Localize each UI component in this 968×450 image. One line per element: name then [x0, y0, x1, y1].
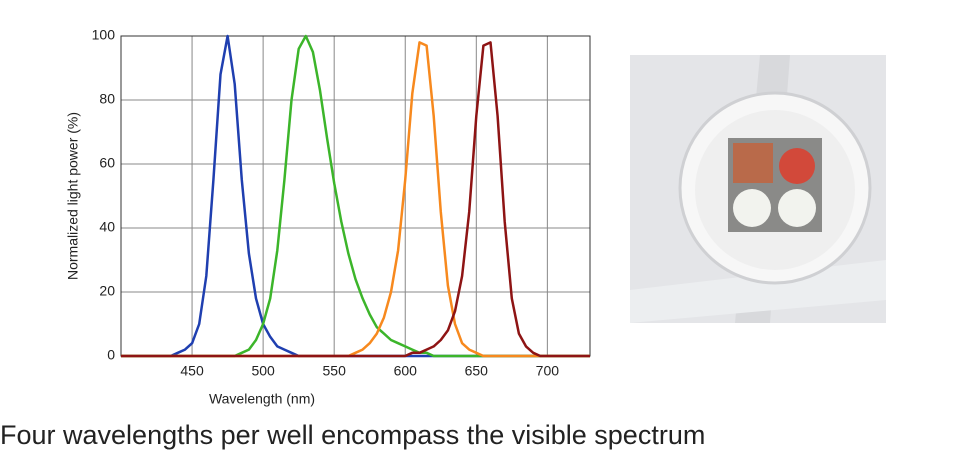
y-tick-label: 100 [92, 27, 116, 43]
led-chip [733, 189, 771, 227]
x-tick-label: 450 [180, 363, 204, 379]
x-tick-label: 600 [394, 363, 418, 379]
x-tick-label: 500 [251, 363, 275, 379]
led-photo [630, 55, 886, 323]
y-tick-label: 0 [107, 347, 115, 363]
led-chip [779, 148, 815, 184]
caption: Four wavelengths per well encompass the … [0, 420, 705, 450]
led-chip [778, 189, 816, 227]
photo-seam [630, 260, 886, 323]
x-tick-label: 550 [323, 363, 347, 379]
series-line [121, 34, 590, 358]
led-chip [733, 143, 773, 183]
x-tick-label: 650 [465, 363, 489, 379]
y-tick-label: 40 [99, 219, 115, 235]
series-line [121, 41, 590, 358]
series-line [121, 41, 590, 358]
y-tick-label: 60 [99, 155, 115, 171]
x-axis-label: Wavelength (nm) [209, 391, 315, 407]
y-axis-label: Normalized light power (%) [65, 112, 81, 280]
y-tick-label: 20 [99, 283, 115, 299]
plot-frame [120, 35, 591, 357]
series-line [121, 34, 590, 358]
y-tick-label: 80 [99, 91, 115, 107]
x-tick-label: 700 [536, 363, 560, 379]
